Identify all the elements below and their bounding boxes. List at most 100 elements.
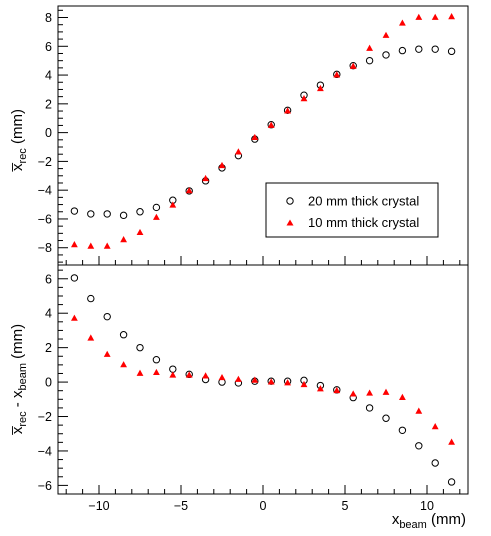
top-point-10mm <box>235 148 242 155</box>
bottom-y-tick-label: −4 <box>38 444 52 458</box>
top-y-tick-label: −2 <box>38 155 52 169</box>
bottom-point-20mm <box>398 426 407 434</box>
bottom-point-10mm <box>103 350 111 357</box>
top-point-10mm <box>415 13 423 20</box>
top-point-10mm <box>366 44 373 51</box>
legend-label-20mm: 20 mm thick crystal <box>308 194 419 209</box>
top-point-10mm <box>267 121 275 128</box>
x-tick-label: 5 <box>342 499 349 513</box>
bottom-point-20mm <box>447 478 456 486</box>
bottom-point-20mm <box>70 274 79 282</box>
bottom-point-10mm <box>218 373 226 381</box>
top-point-10mm <box>317 84 324 92</box>
bottom-point-20mm <box>87 294 95 303</box>
legend-entry-10mm: 10 mm thick crystal <box>286 215 419 230</box>
top-point-20mm <box>283 106 292 115</box>
top-point-10mm <box>284 107 291 114</box>
top-point-20mm <box>267 121 275 129</box>
bottom-y-axis-label: x̅rec - xbeam (mm) <box>9 324 29 436</box>
bottom-ylabel-unit: (mm) <box>9 324 26 363</box>
top-ylabel-main: x̅ <box>9 162 26 172</box>
bottom-point-20mm <box>382 414 390 422</box>
top-y-tick-label: −6 <box>38 212 52 226</box>
top-x-ticks <box>65 256 461 265</box>
top-point-10mm <box>382 31 390 38</box>
top-point-20mm <box>415 45 423 53</box>
xlabel-unit: (mm) <box>427 511 466 528</box>
top-point-10mm <box>136 228 144 236</box>
top-point-20mm <box>136 208 144 216</box>
bottom-y-tick-label: 0 <box>45 376 52 390</box>
bottom-point-20mm <box>103 312 111 321</box>
top-ylabel-unit: (mm) <box>9 109 26 148</box>
top-point-10mm <box>169 201 177 208</box>
bottom-point-10mm <box>120 361 127 368</box>
bottom-point-10mm <box>415 407 423 414</box>
bottom-ylabel-mid: - x <box>9 390 26 411</box>
bottom-point-10mm <box>87 334 95 341</box>
bottom-point-20mm <box>119 331 128 339</box>
bottom-point-20mm <box>415 442 423 450</box>
top-ylabel-sub: rec <box>17 148 29 164</box>
top-point-20mm <box>365 56 374 65</box>
xlabel-sub: beam <box>399 519 427 531</box>
top-point-20mm <box>382 51 390 59</box>
top-point-20mm <box>447 47 456 56</box>
bottom-y-tick-label: −6 <box>38 479 52 493</box>
bottom-y-tick-label: −2 <box>38 410 52 424</box>
bottom-point-10mm <box>333 386 341 394</box>
top-point-20mm <box>333 70 341 79</box>
top-point-10mm <box>103 242 111 249</box>
top-y-tick-label: −4 <box>38 184 52 198</box>
bottom-point-10mm <box>202 372 209 379</box>
bottom-point-10mm <box>349 390 357 397</box>
bottom-data-points <box>70 274 456 486</box>
bottom-point-10mm <box>366 389 373 396</box>
bottom-y-tick-label: 6 <box>45 272 52 286</box>
bottom-y-tick-label: 2 <box>45 341 52 355</box>
bottom-point-10mm <box>267 378 275 385</box>
bottom-plot-frame <box>57 264 469 495</box>
x-axis-label: xbeam (mm) <box>392 511 466 531</box>
top-point-20mm <box>70 207 79 215</box>
bottom-ylabel-sub2: beam <box>17 363 29 391</box>
top-point-10mm <box>448 12 455 20</box>
bottom-point-10mm <box>153 368 160 376</box>
bottom-point-10mm <box>317 385 324 392</box>
bottom-point-10mm <box>382 388 390 395</box>
bottom-point-10mm <box>185 371 193 378</box>
top-point-10mm <box>71 241 78 248</box>
top-y-tick-label: 8 <box>45 11 52 25</box>
top-panel: −8 −6 −4 −2 0 2 4 6 8 x̅rec (mm) 20 mm thick cry… <box>9 5 469 266</box>
bottom-y-tick-label: 4 <box>45 307 52 321</box>
bottom-point-10mm <box>300 380 308 388</box>
legend: 20 mm thick crystal 10 mm thick crystal <box>265 182 439 238</box>
top-point-20mm <box>119 211 128 220</box>
bottom-point-10mm <box>251 376 259 383</box>
top-point-10mm <box>349 62 357 69</box>
bottom-ylabel-main: x̅ <box>9 425 26 435</box>
x-tick-label: −5 <box>174 499 188 513</box>
legend-entry-20mm: 20 mm thick crystal <box>286 194 419 209</box>
top-point-10mm <box>218 161 226 169</box>
top-point-10mm <box>300 95 308 102</box>
bottom-point-10mm <box>284 379 291 386</box>
bottom-point-20mm <box>431 459 439 467</box>
top-point-10mm <box>399 19 406 26</box>
legend-marker-10mm <box>286 219 294 226</box>
top-point-10mm <box>153 213 160 220</box>
legend-box <box>265 182 439 238</box>
legend-label-10mm: 10 mm thick crystal <box>308 215 419 230</box>
top-point-10mm <box>87 242 95 249</box>
top-point-20mm <box>152 203 161 212</box>
top-y-tick-label: 4 <box>45 69 52 83</box>
top-y-axis-label: x̅rec (mm) <box>9 109 29 172</box>
top-point-20mm <box>349 62 357 70</box>
bottom-point-10mm <box>71 314 78 321</box>
top-y-ticks: −8 −6 −4 −2 0 2 4 6 8 <box>38 9 68 263</box>
bottom-point-20mm <box>365 404 374 412</box>
bottom-y-ticks: −6 −4 −2 0 2 4 6 <box>38 269 68 495</box>
x-tick-label: 0 <box>260 499 267 513</box>
bottom-point-10mm <box>169 371 177 378</box>
